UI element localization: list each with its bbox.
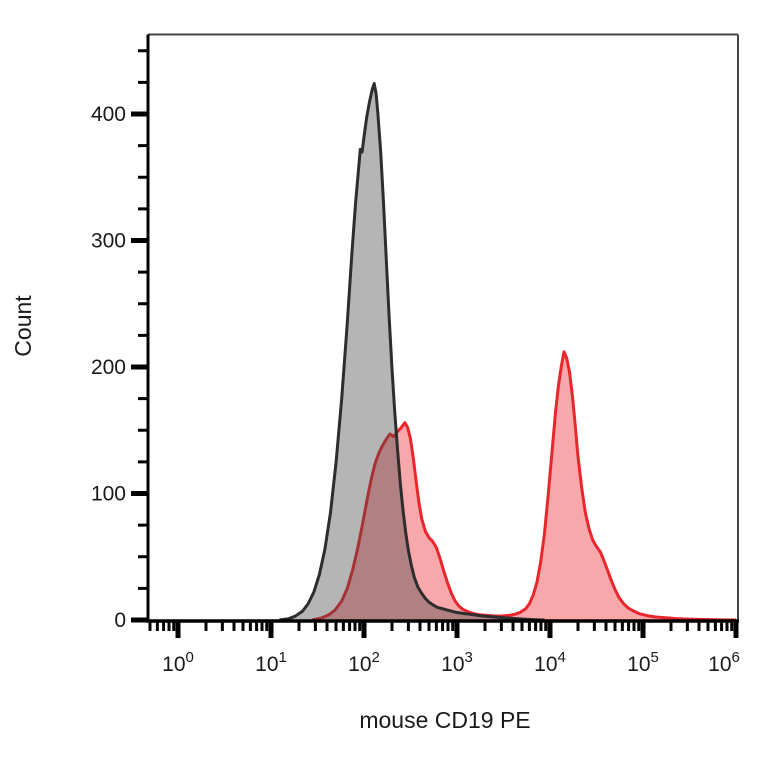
x-axis-tick-label: 100 bbox=[162, 649, 194, 676]
x-axis-tick-label: 103 bbox=[441, 649, 473, 676]
y-axis-title: Count bbox=[10, 295, 36, 357]
x-axis-tick-label: 102 bbox=[348, 649, 380, 676]
y-axis-tick-label: 400 bbox=[91, 103, 126, 126]
chart-generated-content: 100 101 102 103 104 105 106 0 100 200 300 400 bbox=[91, 33, 740, 676]
y-axis-tick-label: 200 bbox=[91, 356, 126, 379]
x-axis-tick-label: 104 bbox=[534, 649, 566, 676]
x-axis-tick-label: 106 bbox=[708, 649, 740, 676]
x-axis-title: mouse CD19 PE bbox=[359, 707, 530, 733]
x-axis-tick-label: 101 bbox=[255, 649, 287, 676]
y-axis-tick-label: 300 bbox=[91, 230, 126, 253]
y-axis-tick-label: 100 bbox=[91, 483, 126, 506]
x-axis-tick-label: 105 bbox=[627, 649, 659, 676]
gray-histogram-area bbox=[279, 83, 545, 621]
gray-histogram-curve bbox=[279, 82, 545, 622]
red-histogram-area bbox=[311, 351, 736, 620]
red-histogram-curve bbox=[311, 350, 737, 622]
y-axis-tick-label: 0 bbox=[114, 609, 126, 632]
